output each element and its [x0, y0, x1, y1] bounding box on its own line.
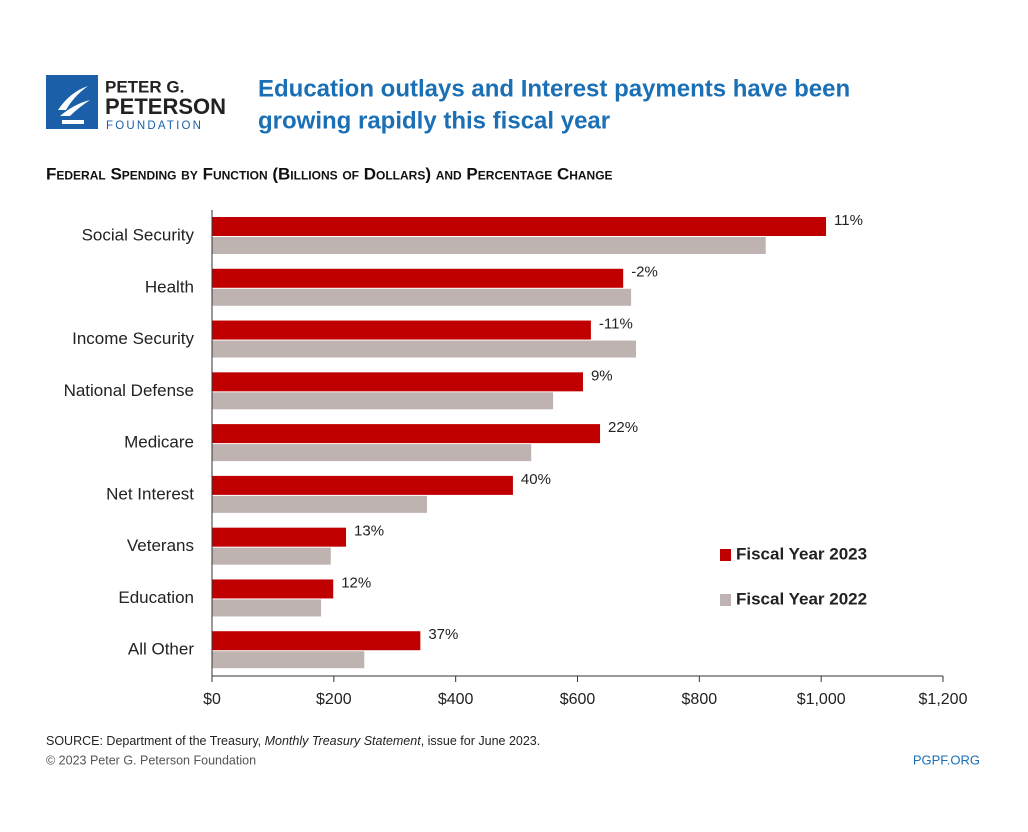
chart-title: growing rapidly this fiscal year: [258, 107, 610, 134]
change-label: 12%: [341, 574, 371, 591]
bar: [212, 579, 334, 599]
x-tick-label: $0: [203, 691, 221, 708]
x-tick-label: $1,000: [797, 691, 846, 708]
bar: [212, 320, 591, 340]
change-label: 40%: [521, 471, 551, 488]
y-tick-label: Income Security: [72, 329, 194, 348]
y-tick-label: Education: [118, 588, 194, 607]
logo-icon: [58, 86, 90, 124]
y-tick-label: Health: [145, 277, 194, 296]
copyright: © 2023 Peter G. Peterson Foundation: [46, 753, 256, 767]
bar: [212, 372, 583, 392]
x-tick-label: $200: [316, 691, 352, 708]
x-tick-label: $800: [682, 691, 718, 708]
bar: [212, 651, 365, 669]
bar: [212, 599, 322, 617]
website: PGPF.ORG: [913, 752, 980, 767]
y-tick-label: Medicare: [124, 433, 194, 452]
source: SOURCE: Department of the Treasury, Mont…: [46, 734, 540, 748]
bar: [212, 444, 532, 462]
change-label: 11%: [834, 212, 863, 229]
legend-label: Fiscal Year 2023: [736, 544, 867, 563]
logo-text: PETER G.: [105, 77, 184, 96]
legend-swatch: [720, 594, 731, 606]
change-label: -11%: [599, 316, 633, 333]
source-text: Monthly Treasury Statement: [265, 734, 422, 748]
y-tick-label: All Other: [128, 640, 194, 659]
change-label: 22%: [608, 419, 638, 436]
bar: [212, 268, 624, 288]
x-tick-label: $1,200: [919, 691, 968, 708]
change-label: 9%: [591, 367, 613, 384]
bar: [212, 424, 601, 444]
bar: [212, 475, 513, 495]
y-tick-label: Social Security: [82, 225, 195, 244]
chart-subtitle: Federal Spending by Function (Billions o…: [46, 164, 613, 183]
change-label: 37%: [428, 626, 458, 643]
bar: [212, 631, 421, 651]
logo-text: FOUNDATION: [106, 120, 203, 132]
bar: [212, 547, 331, 565]
bar: [212, 392, 554, 410]
source-text: , issue for June 2023.: [421, 734, 541, 748]
y-tick-label: Veterans: [127, 536, 194, 555]
bar: [212, 527, 347, 547]
chart-title: Education outlays and Interest payments …: [258, 75, 850, 102]
legend-swatch: [720, 549, 731, 561]
change-label: -2%: [631, 264, 658, 281]
change-label: 13%: [354, 523, 384, 540]
source-text: SOURCE: Department of the Treasury,: [46, 734, 265, 748]
x-tick-label: $600: [560, 691, 596, 708]
y-tick-label: Net Interest: [106, 484, 194, 503]
x-tick-label: $400: [438, 691, 474, 708]
logo-text: PETERSON: [105, 94, 226, 119]
y-tick-label: National Defense: [64, 381, 194, 400]
bar: [212, 237, 766, 254]
bar: [212, 217, 827, 236]
bar: [212, 340, 636, 358]
legend-label: Fiscal Year 2022: [736, 589, 867, 608]
bar: [212, 495, 428, 513]
bar: [212, 288, 632, 306]
